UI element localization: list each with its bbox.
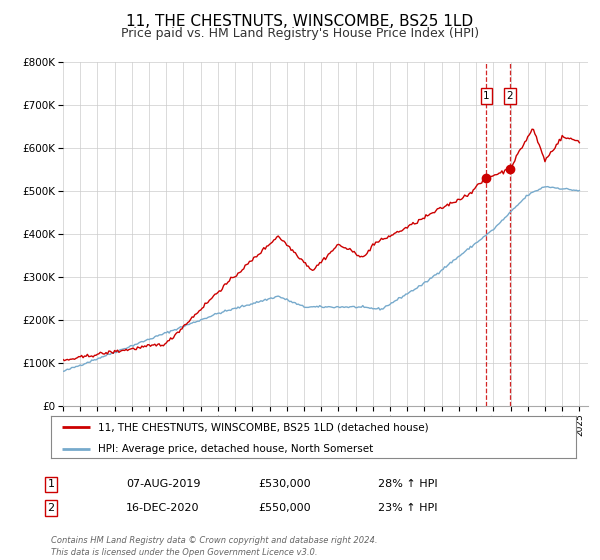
Text: £550,000: £550,000: [258, 503, 311, 513]
Text: 1: 1: [483, 91, 490, 101]
Text: 28% ↑ HPI: 28% ↑ HPI: [378, 479, 437, 489]
Text: £530,000: £530,000: [258, 479, 311, 489]
Text: Contains HM Land Registry data © Crown copyright and database right 2024.
This d: Contains HM Land Registry data © Crown c…: [51, 536, 377, 557]
Text: 23% ↑ HPI: 23% ↑ HPI: [378, 503, 437, 513]
Text: 16-DEC-2020: 16-DEC-2020: [126, 503, 199, 513]
Text: 1: 1: [47, 479, 55, 489]
Text: 2: 2: [47, 503, 55, 513]
Text: 11, THE CHESTNUTS, WINSCOMBE, BS25 1LD (detached house): 11, THE CHESTNUTS, WINSCOMBE, BS25 1LD (…: [98, 422, 429, 432]
Text: HPI: Average price, detached house, North Somerset: HPI: Average price, detached house, Nort…: [98, 444, 373, 454]
Text: Price paid vs. HM Land Registry's House Price Index (HPI): Price paid vs. HM Land Registry's House …: [121, 27, 479, 40]
Text: 07-AUG-2019: 07-AUG-2019: [126, 479, 200, 489]
Text: 2: 2: [506, 91, 513, 101]
Text: 11, THE CHESTNUTS, WINSCOMBE, BS25 1LD: 11, THE CHESTNUTS, WINSCOMBE, BS25 1LD: [127, 14, 473, 29]
